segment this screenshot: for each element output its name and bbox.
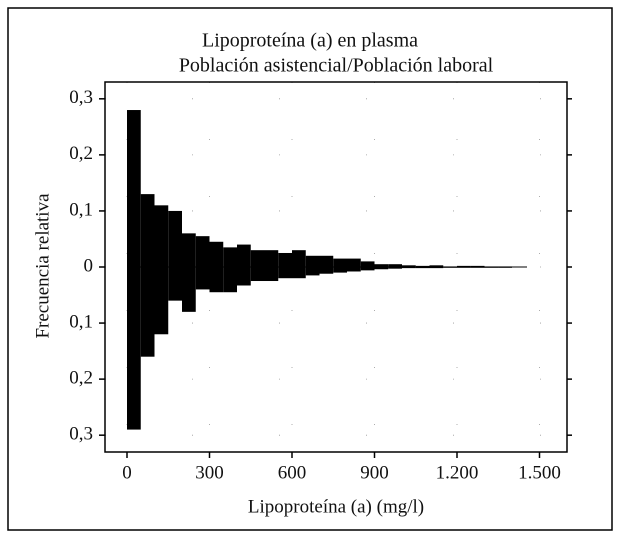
bar — [333, 258, 347, 267]
bar — [209, 267, 224, 293]
y-tick-label: 0,2 — [69, 143, 93, 164]
bar — [182, 233, 196, 267]
bar — [292, 267, 306, 279]
bar — [347, 267, 361, 272]
bar — [374, 264, 389, 267]
y-tick-label: 0,2 — [69, 367, 93, 388]
bar — [415, 265, 430, 267]
bar — [278, 252, 292, 267]
bar — [264, 267, 279, 282]
bar — [388, 264, 402, 267]
x-tick-label: 600 — [278, 462, 307, 483]
bar — [429, 267, 444, 269]
bar — [415, 267, 430, 269]
bar — [168, 210, 182, 267]
bar — [140, 267, 155, 357]
bar — [305, 255, 320, 267]
bar — [209, 241, 224, 267]
bar — [278, 267, 292, 279]
bar — [127, 267, 141, 430]
bar — [250, 250, 265, 267]
bar — [182, 267, 196, 312]
x-tick-label: 300 — [195, 462, 224, 483]
bar — [237, 244, 251, 267]
bar — [237, 267, 251, 286]
bar — [292, 250, 306, 267]
bar — [429, 265, 444, 267]
bar — [223, 267, 237, 293]
y-tick-label: 0,3 — [69, 87, 93, 108]
frame — [7, 7, 613, 531]
bar — [154, 267, 169, 335]
bar — [305, 267, 320, 276]
bar — [402, 267, 416, 269]
bar — [195, 267, 210, 290]
bar — [333, 267, 347, 273]
x-tick-label: 900 — [360, 462, 389, 483]
bar — [223, 247, 237, 267]
bar — [195, 236, 210, 267]
x-tick-label: 0 — [122, 462, 132, 483]
bar — [140, 194, 155, 267]
x-tick-label: 1.200 — [436, 462, 479, 483]
bar — [457, 265, 471, 267]
bar — [360, 261, 375, 267]
bar — [127, 110, 141, 267]
bar — [360, 267, 375, 271]
bar — [154, 205, 169, 267]
y-tick-label: 0 — [84, 255, 94, 276]
bar — [168, 267, 182, 301]
x-tick-label: 1.500 — [518, 462, 561, 483]
bar — [402, 265, 416, 267]
bar — [374, 267, 389, 270]
bar — [319, 255, 334, 267]
y-tick-label: 0,3 — [69, 424, 93, 445]
bar — [388, 267, 402, 269]
chart-title: Lipoproteína (a) en plasma — [202, 30, 418, 52]
plot-border — [104, 81, 568, 453]
bar — [347, 258, 361, 267]
bar — [319, 267, 334, 274]
y-tick-label: 0,1 — [69, 311, 93, 332]
y-axis-label: Frecuencia relativa — [32, 193, 53, 339]
bar — [250, 267, 265, 282]
bar — [264, 250, 279, 267]
bar — [470, 265, 485, 267]
y-tick-label: 0,1 — [69, 199, 93, 220]
x-axis-label: Lipoproteína (a) (mg/l) — [248, 496, 424, 517]
chart-subtitle: Población asistencial/Población laboral — [179, 55, 494, 77]
